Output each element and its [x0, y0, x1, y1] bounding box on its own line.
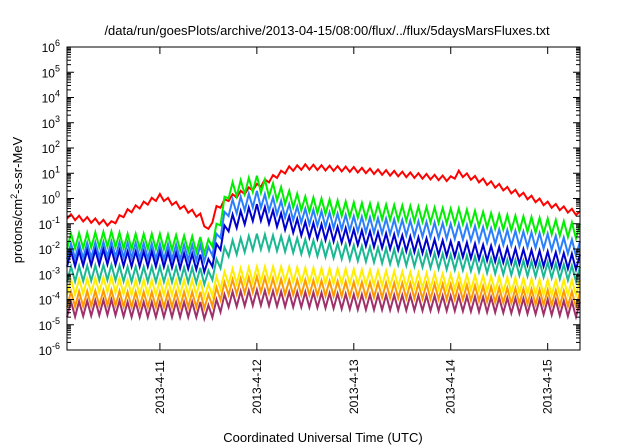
x-tick-label: 2013-4-11 — [153, 360, 167, 414]
y-tick-label: 10-5 — [39, 316, 60, 333]
y-tick-label: 101 — [42, 164, 60, 181]
series-line-2 — [66, 174, 581, 258]
x-tick-label: 2013-4-13 — [347, 359, 361, 414]
series-line-3 — [66, 189, 581, 266]
series-layer — [66, 162, 581, 323]
y-tick-label: 100 — [42, 190, 60, 207]
x-tick-label: 2013-4-12 — [250, 359, 264, 414]
plot-area — [66, 46, 581, 351]
series-line-1 — [66, 162, 581, 231]
y-tick-label: 105 — [42, 63, 60, 80]
y-axis-title-rest: -s-sr-MeV — [10, 136, 25, 193]
series-line-5 — [66, 230, 581, 289]
y-tick-label: 10-3 — [39, 265, 60, 282]
y-tick-label: 103 — [42, 114, 60, 131]
y-tick-label: 106 — [42, 38, 60, 55]
y-axis-title: protons/cm2-s-sr-MeV — [9, 136, 25, 263]
y-tick-label: 104 — [42, 89, 60, 106]
y-tick-label: 10-4 — [39, 291, 60, 308]
series-line-4 — [66, 203, 581, 276]
x-tick-label: 2013-4-14 — [444, 359, 458, 414]
x-axis-title: Coordinated Universal Time (UTC) — [223, 430, 422, 445]
y-tick-label: 10-2 — [39, 240, 60, 257]
chart-title: /data/run/goesPlots/archive/2013-04-15/0… — [104, 23, 550, 38]
x-axis: 2013-4-11 2013-4-12 2013-4-13 2013-4-14 2013… — [153, 47, 555, 414]
y-axis-title-unit: protons/cm — [10, 199, 25, 263]
x-tick-label: 2013-4-15 — [541, 359, 555, 414]
y-tick-label: 10-6 — [39, 341, 60, 358]
y-axis: 10-6 10-5 10-4 10-3 10-2 10-1 100 101 102 103 104 1… — [39, 38, 580, 358]
y-axis-title-exponent: 2 — [9, 194, 19, 199]
series-line-7 — [66, 272, 581, 313]
series-line-6 — [66, 262, 581, 302]
y-tick-label: 10-1 — [39, 215, 60, 232]
series-line-8 — [66, 286, 581, 323]
y-tick-label: 102 — [42, 139, 60, 156]
